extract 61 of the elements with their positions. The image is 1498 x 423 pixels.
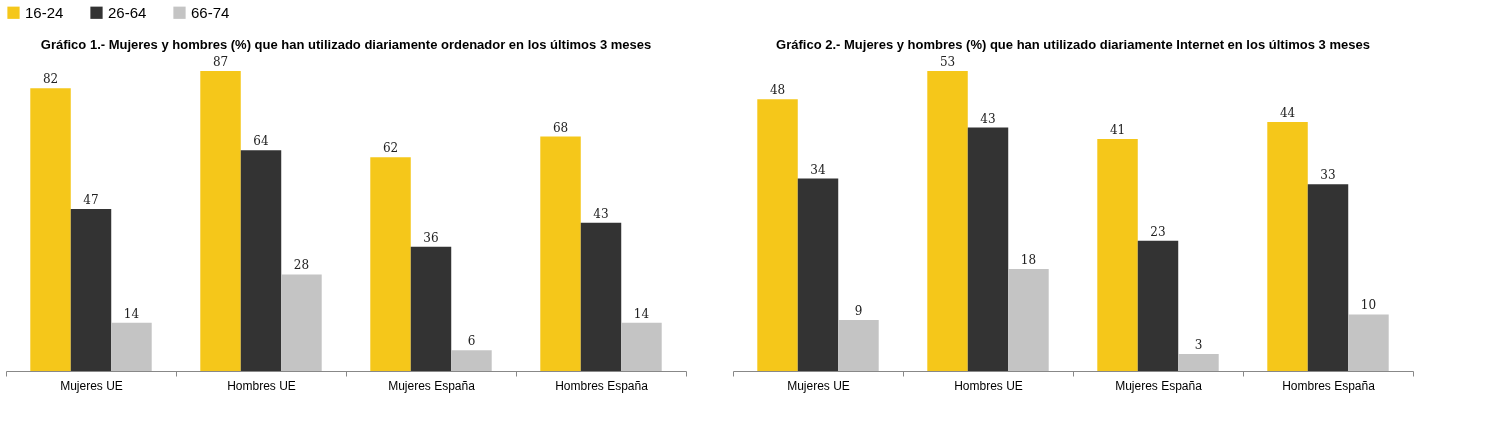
data-label: 43 [980, 111, 996, 126]
bar [1097, 138, 1138, 371]
data-label: 44 [1279, 105, 1296, 120]
bar [70, 208, 112, 371]
x-tick-label: Mujeres UE [60, 378, 123, 393]
x-tick-label: Mujeres UE [787, 378, 850, 393]
data-label: 62 [382, 141, 399, 156]
x-tick-label: Hombres España [1282, 378, 1376, 393]
bar [621, 322, 662, 371]
bar [451, 350, 492, 371]
bar [797, 178, 839, 371]
data-label: 6 [467, 334, 476, 349]
x-tick-label: Hombres UE [954, 378, 1023, 393]
x-tick-label: Mujeres España [388, 378, 476, 393]
bar [540, 136, 581, 371]
x-tick-label: Mujeres España [1115, 378, 1203, 393]
data-label: 14 [633, 306, 650, 321]
data-label: 64 [253, 134, 269, 149]
legend-label: 16-24 [25, 3, 64, 21]
bar [281, 274, 322, 371]
bar [1137, 240, 1179, 371]
bar [927, 71, 968, 371]
bar [757, 99, 798, 371]
bar [580, 222, 622, 371]
data-label: 43 [593, 206, 609, 221]
chart-title: Gráfico 2.- Mujeres y hombres (%) que han utilizado diariamente Internet en los últimos 3 meses [776, 37, 1370, 52]
chart-title: Gráfico 1.- Mujeres y hombres (%) que han utilizado diariamente ordenador en los últimos 3 meses [40, 37, 652, 52]
data-label: 53 [939, 55, 956, 69]
data-label: 48 [769, 83, 786, 98]
data-label: 36 [423, 230, 439, 245]
bar [1008, 269, 1049, 371]
data-label: 9 [854, 304, 863, 319]
bar [1348, 314, 1389, 371]
data-label: 34 [810, 162, 826, 177]
data-label: 87 [212, 55, 229, 69]
data-label: 41 [1109, 122, 1126, 137]
data-label: 82 [42, 72, 59, 87]
bar [200, 71, 241, 371]
bar [1267, 121, 1308, 371]
legend-label: 66-74 [191, 3, 230, 21]
data-label: 18 [1020, 253, 1037, 268]
bar [240, 150, 282, 371]
bar [967, 127, 1009, 371]
bar [1307, 184, 1349, 371]
bar [111, 322, 152, 371]
data-label: 68 [552, 120, 569, 135]
data-label: 3 [1194, 338, 1203, 353]
data-label: 47 [83, 192, 99, 207]
bar [838, 320, 879, 371]
data-label: 28 [293, 258, 310, 273]
bar [30, 88, 71, 371]
x-tick-label: Hombres España [555, 378, 649, 393]
data-label: 10 [1360, 298, 1377, 313]
data-label: 14 [123, 306, 140, 321]
legend-label: 26-64 [108, 3, 147, 21]
data-label: 23 [1150, 224, 1166, 239]
bar [1178, 354, 1219, 371]
x-tick-label: Hombres UE [227, 378, 296, 393]
data-label: 33 [1320, 168, 1336, 183]
bar [410, 246, 452, 371]
bar [370, 157, 411, 371]
